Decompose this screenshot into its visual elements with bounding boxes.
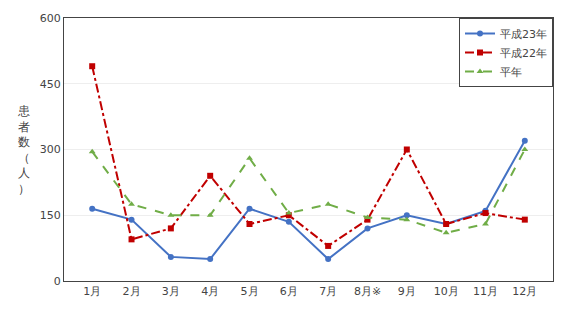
svg-text:4月: 4月 <box>201 285 219 298</box>
svg-text:0: 0 <box>54 275 61 288</box>
svg-text:3月: 3月 <box>162 285 180 298</box>
svg-text:450: 450 <box>40 78 61 91</box>
svg-text:9月: 9月 <box>398 285 416 298</box>
svg-text:2月: 2月 <box>123 285 141 298</box>
svg-text:平年: 平年 <box>500 66 522 79</box>
svg-text:1月: 1月 <box>83 285 101 298</box>
svg-text:平成22年: 平成22年 <box>500 47 547 60</box>
svg-text:11月: 11月 <box>473 285 498 298</box>
svg-text:平成23年: 平成23年 <box>500 28 547 41</box>
svg-text:患者数（人）: 患者数（人） <box>17 104 30 196</box>
svg-text:8月※: 8月※ <box>354 285 381 298</box>
svg-text:7月: 7月 <box>319 285 337 298</box>
svg-text:150: 150 <box>40 209 61 222</box>
svg-text:6月: 6月 <box>280 285 298 298</box>
svg-text:12月: 12月 <box>512 285 537 298</box>
svg-text:300: 300 <box>40 143 61 156</box>
svg-text:5月: 5月 <box>241 285 259 298</box>
svg-text:10月: 10月 <box>434 285 459 298</box>
svg-text:600: 600 <box>40 12 61 25</box>
